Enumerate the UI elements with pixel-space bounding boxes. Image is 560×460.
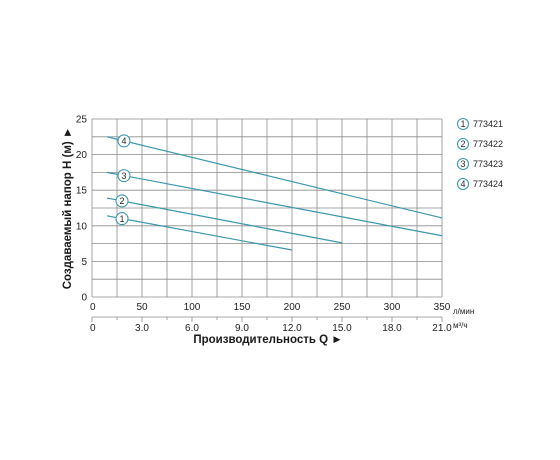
- x-tick-label: 50: [136, 302, 148, 313]
- y-tick-label: 10: [76, 221, 88, 232]
- legend-entry-773422: 773422: [473, 139, 503, 149]
- chart-series: [106, 136, 443, 251]
- x-tick-label: 150: [234, 302, 251, 313]
- series-marker-label: 4: [121, 136, 126, 146]
- legend-entry-773424: 773424: [473, 179, 503, 189]
- x-tick-label: 0: [90, 302, 96, 313]
- series-line-773424: [106, 136, 443, 219]
- y-tick-label: 20: [76, 150, 88, 161]
- x2-axis-ticks: 0 3.0 6.0 9.0 12.0 15.0 18.0 21.0: [90, 323, 452, 334]
- series-line-773421: [106, 215, 293, 251]
- legend-marker-label: 3: [460, 159, 465, 169]
- legend-marker-label: 4: [460, 179, 465, 189]
- legend-marker-1: [456, 117, 470, 131]
- chart-legend: 1 773421 2 773422 3 773423 4 773424: [456, 117, 503, 191]
- x-tick-label: 200: [284, 302, 301, 313]
- series-line-773422: [106, 197, 343, 244]
- legend-entry-773421: 773421: [473, 119, 503, 129]
- series-markers: 1 2 3 4: [115, 134, 131, 226]
- x-axis-title: Производительность Q ►: [193, 334, 342, 346]
- x-tick-label: 250: [334, 302, 351, 313]
- series-marker-3: [117, 169, 131, 183]
- x2-tick-label: 9.0: [235, 323, 249, 334]
- x2-tick-label: 18.0: [382, 323, 402, 334]
- y-tick-label: 5: [81, 257, 87, 268]
- legend-marker-2: [456, 137, 470, 151]
- x-tick-label: 100: [184, 302, 201, 313]
- x-tick-label: 300: [384, 302, 401, 313]
- series-marker-label: 2: [119, 196, 124, 206]
- y-axis-title: Создаваемый напор H (м) ►: [62, 127, 74, 290]
- y-tick-label: 15: [76, 186, 88, 197]
- x2-axis-unit: м³/ч: [453, 321, 468, 330]
- legend-marker-label: 2: [460, 139, 465, 149]
- x-axis-unit: л/мин: [453, 307, 474, 316]
- x2-tick-label: 15.0: [332, 323, 352, 334]
- series-marker-label: 3: [121, 171, 126, 181]
- legend-marker-label: 1: [460, 119, 465, 129]
- x-axis-ticks: 0 50 100 150 200 250 300 350: [90, 302, 451, 313]
- series-marker-1: [115, 212, 129, 226]
- x2-tick-label: 3.0: [135, 323, 149, 334]
- x2-tick-label: 6.0: [185, 323, 199, 334]
- series-marker-2: [115, 194, 129, 208]
- x2-tick-label: 21.0: [432, 323, 452, 334]
- series-marker-4: [117, 134, 131, 148]
- y-tick-label: 0: [81, 293, 87, 304]
- series-marker-label: 1: [119, 214, 124, 224]
- x2-tick-label: 12.0: [282, 323, 302, 334]
- legend-entry-773423: 773423: [473, 159, 503, 169]
- legend-marker-3: [456, 157, 470, 171]
- legend-marker-4: [456, 177, 470, 191]
- series-line-773423: [106, 171, 443, 237]
- x2-tick-label: 0: [90, 323, 96, 334]
- y-tick-label: 25: [76, 115, 88, 126]
- y-axis-ticks: 0 5 10 15 20 25: [76, 115, 88, 304]
- chart-grid: [91, 118, 443, 322]
- x-tick-label: 350: [434, 302, 451, 313]
